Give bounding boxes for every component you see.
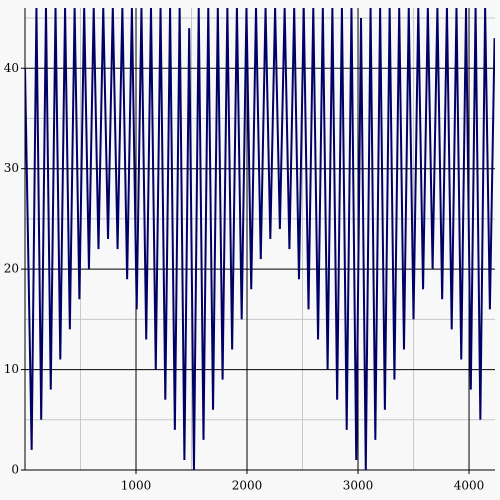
x-tick-label: 3000 bbox=[343, 479, 374, 493]
x-tick-label: 2000 bbox=[232, 479, 263, 493]
y-tick-label: 10 bbox=[4, 362, 19, 376]
x-tick-label: 1000 bbox=[121, 479, 152, 493]
y-tick-label: 30 bbox=[4, 161, 19, 175]
y-tick-label: 0 bbox=[11, 463, 19, 477]
data-line bbox=[25, 7, 495, 470]
y-tick-label: 40 bbox=[4, 61, 19, 75]
x-tick-label: 4000 bbox=[454, 479, 485, 493]
y-tick-label: 20 bbox=[4, 262, 19, 276]
